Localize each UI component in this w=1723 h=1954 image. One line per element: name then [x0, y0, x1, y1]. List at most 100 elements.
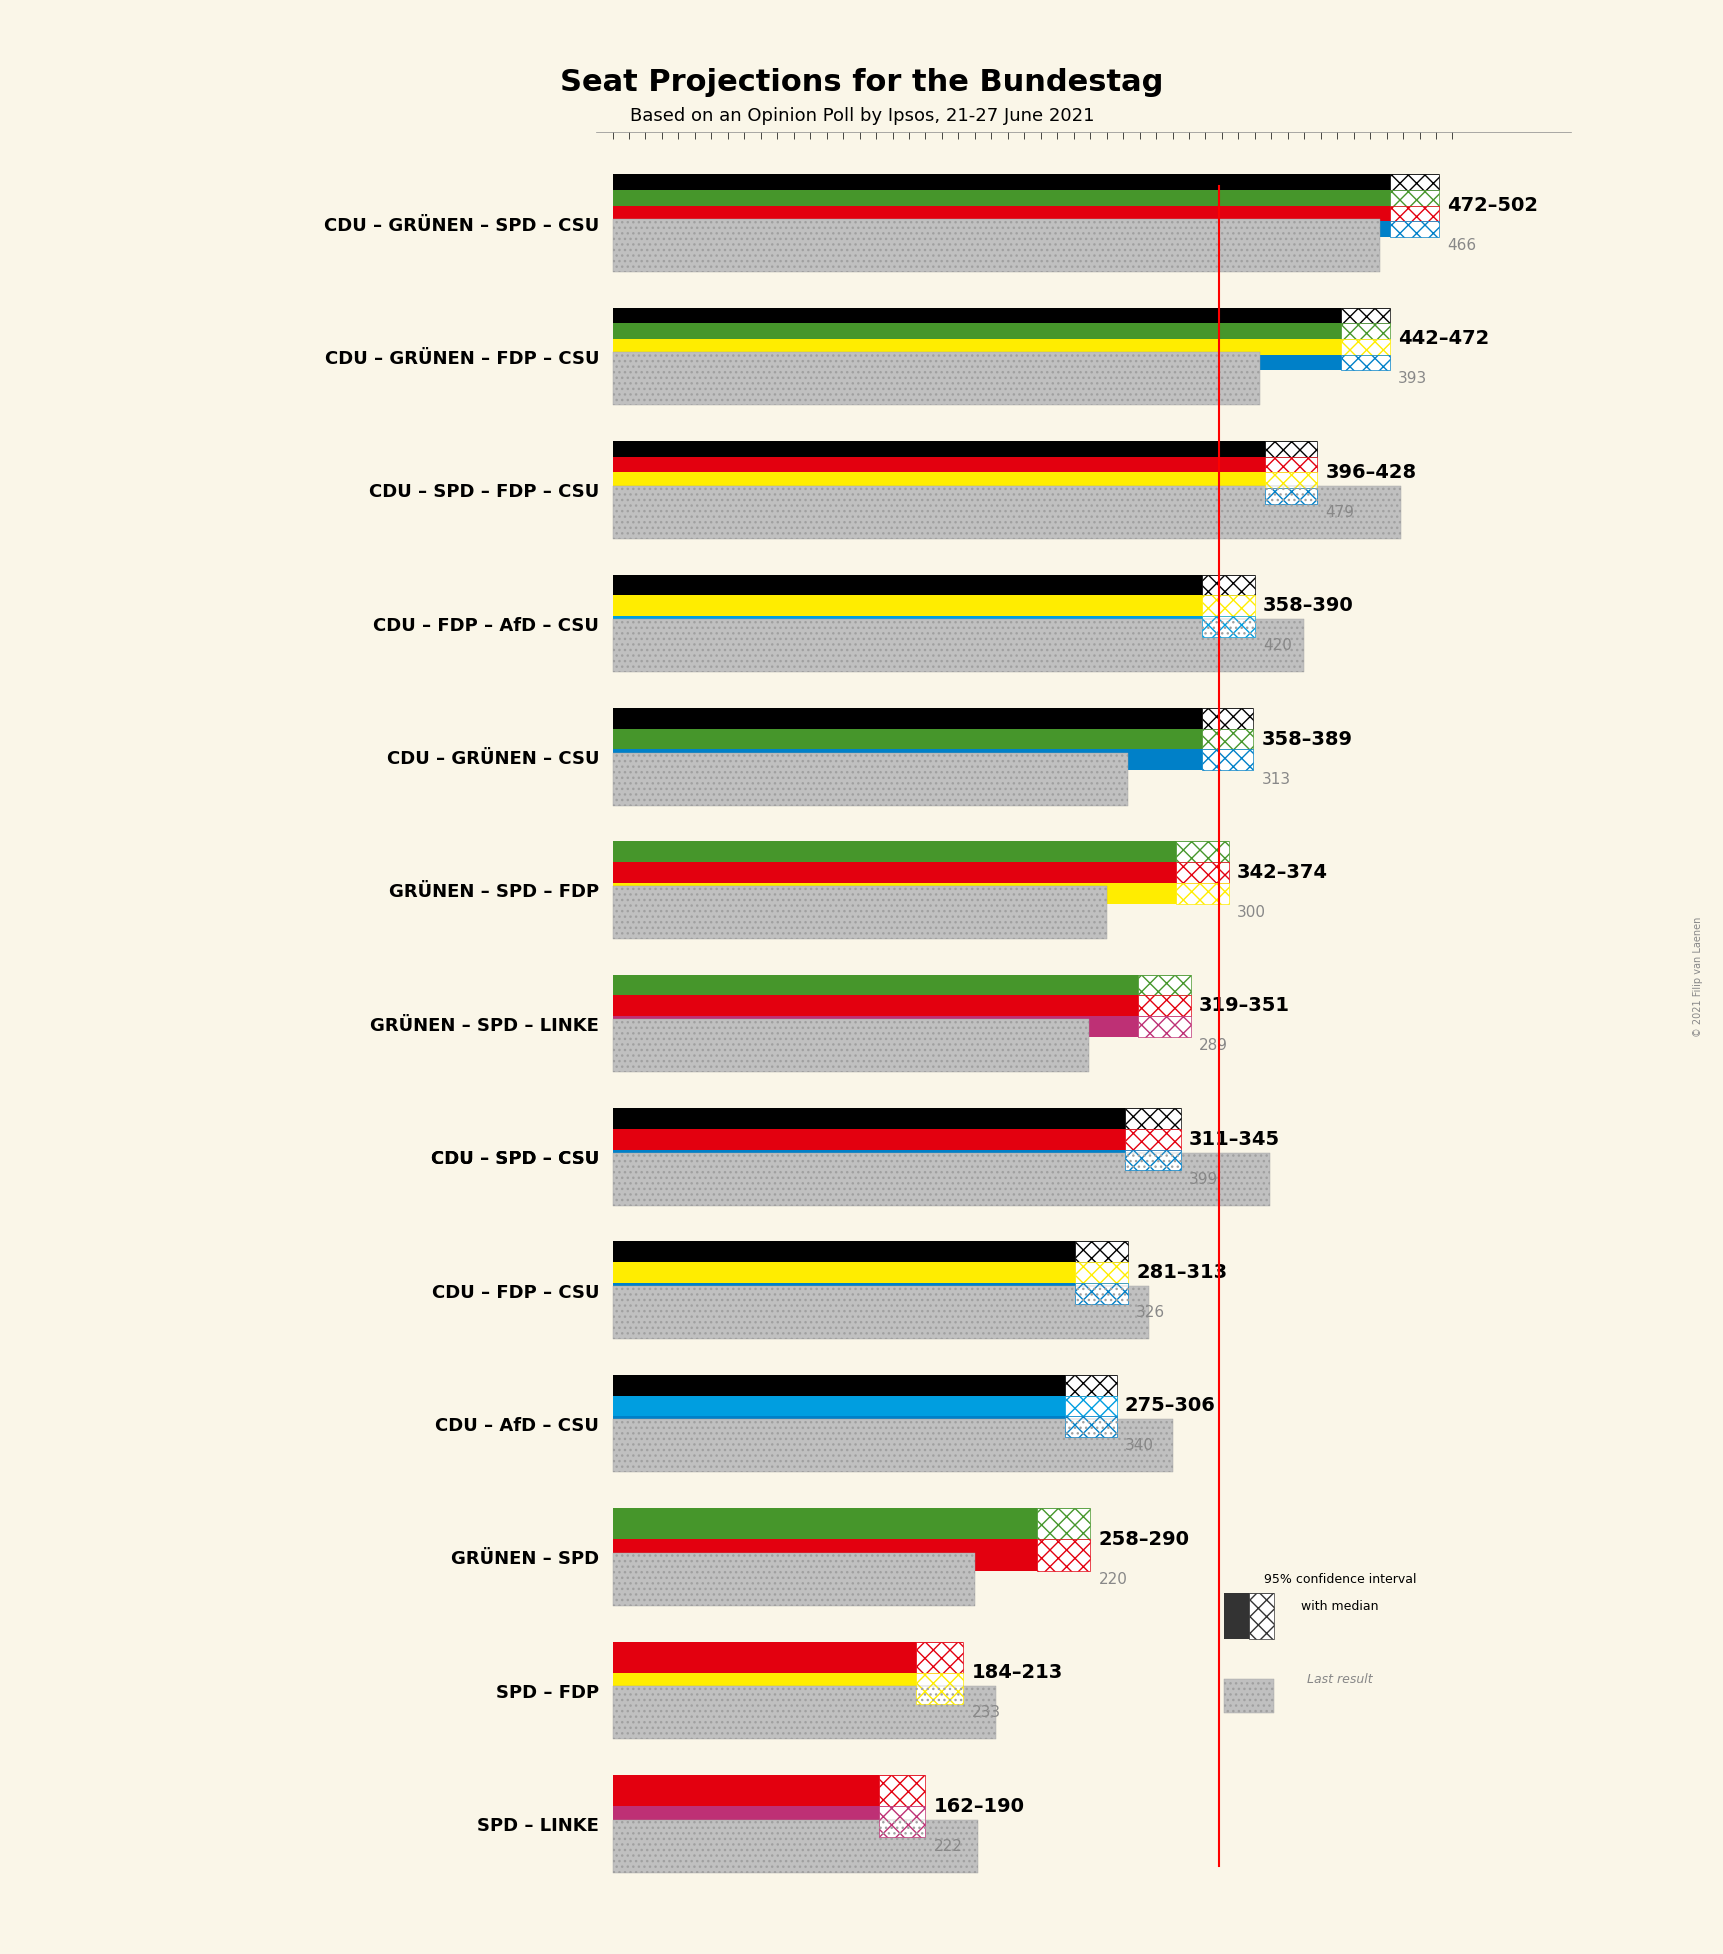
Bar [612, 1395, 1117, 1417]
Bar [612, 1016, 1191, 1038]
Bar [612, 619, 1304, 672]
Bar [1175, 862, 1228, 883]
Text: 300: 300 [1235, 905, 1265, 920]
Bar [612, 1774, 925, 1805]
Bar [612, 488, 1316, 504]
Text: GRÜNEN – SPD: GRÜNEN – SPD [451, 1550, 600, 1569]
Bar [612, 752, 1127, 805]
Bar [1389, 205, 1439, 221]
Text: 358–390: 358–390 [1263, 596, 1353, 616]
Text: GRÜNEN – SPD – FDP: GRÜNEN – SPD – FDP [389, 883, 600, 901]
Text: 281–313: 281–313 [1135, 1262, 1227, 1282]
Bar [612, 619, 1304, 672]
Bar [612, 190, 1439, 205]
Bar [1123, 1149, 1180, 1170]
Bar [612, 707, 1253, 729]
Bar [612, 1129, 1180, 1149]
Text: GRÜNEN – SPD – LINKE: GRÜNEN – SPD – LINKE [370, 1016, 600, 1036]
Bar [1201, 574, 1254, 596]
Bar [1389, 174, 1439, 190]
Bar [612, 487, 1401, 539]
Bar [1340, 309, 1389, 322]
Bar [612, 1153, 1268, 1206]
Text: 319–351: 319–351 [1197, 997, 1289, 1016]
Text: 442–472: 442–472 [1397, 330, 1489, 348]
Bar [612, 1686, 996, 1739]
Text: 289: 289 [1197, 1038, 1227, 1053]
Text: 358–389: 358–389 [1261, 729, 1351, 748]
Text: CDU – GRÜNEN – FDP – CSU: CDU – GRÜNEN – FDP – CSU [324, 350, 600, 367]
Bar [1175, 842, 1228, 862]
Bar [612, 442, 1316, 457]
Bar [612, 883, 1228, 903]
Bar [612, 1108, 1180, 1129]
Bar [612, 1805, 925, 1837]
Bar [612, 457, 1316, 473]
Bar [1123, 1108, 1180, 1129]
Bar [1389, 190, 1439, 205]
Bar [612, 221, 1439, 236]
Bar [612, 352, 1260, 406]
Bar [612, 473, 1316, 488]
Text: 220: 220 [1098, 1571, 1127, 1587]
Text: 233: 233 [972, 1706, 999, 1720]
Text: 258–290: 258–290 [1098, 1530, 1189, 1550]
Bar [612, 1149, 1180, 1170]
Text: CDU – AfD – CSU: CDU – AfD – CSU [436, 1417, 600, 1434]
Bar [612, 1419, 1172, 1473]
Text: Seat Projections for the Bundestag: Seat Projections for the Bundestag [560, 68, 1163, 98]
Bar [612, 309, 1389, 322]
Bar [612, 1417, 1117, 1436]
Bar [612, 995, 1191, 1016]
Bar [612, 322, 1389, 338]
Bar [1137, 995, 1191, 1016]
Bar [1123, 1129, 1180, 1149]
Bar [1075, 1241, 1127, 1262]
Bar [612, 1540, 1089, 1571]
Text: 399: 399 [1189, 1172, 1218, 1186]
Bar [612, 1819, 977, 1872]
Text: 466: 466 [1447, 238, 1477, 254]
Bar [1340, 354, 1389, 369]
Bar [1265, 488, 1316, 504]
Bar [612, 1286, 1149, 1338]
Bar [612, 842, 1228, 862]
Bar [1265, 457, 1316, 473]
Text: CDU – FDP – AfD – CSU: CDU – FDP – AfD – CSU [374, 617, 600, 635]
Bar [1265, 442, 1316, 457]
Bar [1201, 596, 1254, 616]
Bar [1389, 221, 1439, 236]
Bar [1265, 473, 1316, 488]
Text: 420: 420 [1263, 639, 1291, 653]
Bar [612, 338, 1389, 354]
Bar [612, 750, 1253, 770]
Text: 340: 340 [1123, 1438, 1153, 1454]
Bar [612, 1241, 1127, 1262]
Bar [612, 219, 1378, 272]
Bar [612, 487, 1401, 539]
Text: SPD – FDP: SPD – FDP [496, 1684, 600, 1702]
FancyBboxPatch shape [1223, 1678, 1273, 1714]
Bar [612, 885, 1106, 940]
Text: 311–345: 311–345 [1189, 1129, 1280, 1149]
Bar [612, 1286, 1149, 1338]
Bar [1065, 1417, 1117, 1436]
Bar [612, 1419, 1172, 1473]
Bar [612, 219, 1378, 272]
Bar [612, 1686, 996, 1739]
Text: CDU – SPD – FDP – CSU: CDU – SPD – FDP – CSU [369, 483, 600, 502]
Bar [612, 1641, 963, 1673]
Bar [1065, 1395, 1117, 1417]
Bar [612, 352, 1260, 406]
Text: SPD – LINKE: SPD – LINKE [477, 1817, 600, 1835]
Text: Last result: Last result [1306, 1673, 1372, 1686]
Text: CDU – FDP – CSU: CDU – FDP – CSU [431, 1284, 600, 1301]
Text: with median: with median [1301, 1600, 1378, 1612]
Bar [1201, 729, 1253, 750]
Bar [612, 1553, 973, 1606]
Text: 275–306: 275–306 [1123, 1397, 1215, 1415]
Bar [612, 174, 1439, 190]
Bar [915, 1673, 963, 1704]
Bar [1037, 1508, 1089, 1540]
Bar [1201, 750, 1253, 770]
